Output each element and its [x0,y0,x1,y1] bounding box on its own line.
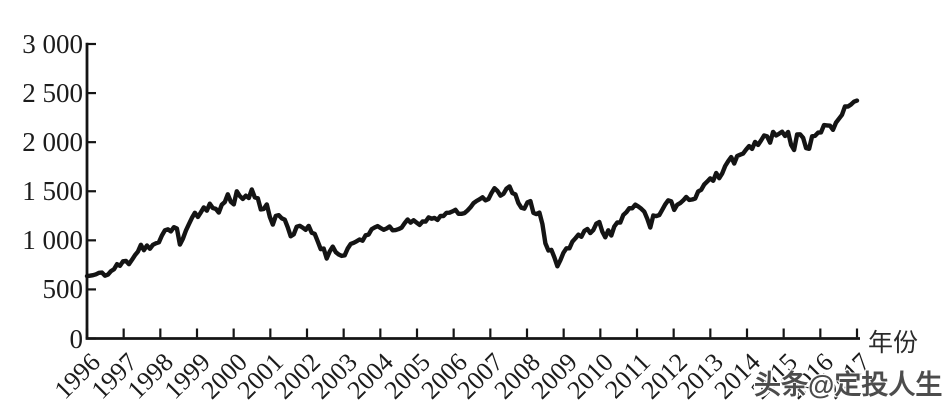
y-tick-label: 500 [42,274,84,305]
axes [85,42,860,340]
x-axis-title: 年份 [868,330,919,357]
watermark: 头条@定投人生 [754,370,942,400]
y-tick-label: 3 000 [22,29,83,59]
tick-marks [85,42,859,340]
y-tick-label: 1 000 [22,225,83,256]
y-tick-label: 2 500 [22,78,83,109]
y-tick-label: 1 500 [22,176,83,207]
y-tick-label: 2 000 [22,127,83,158]
index-price-line [84,98,860,279]
y-tick-label: 0 [69,323,84,354]
index-line [84,98,860,279]
